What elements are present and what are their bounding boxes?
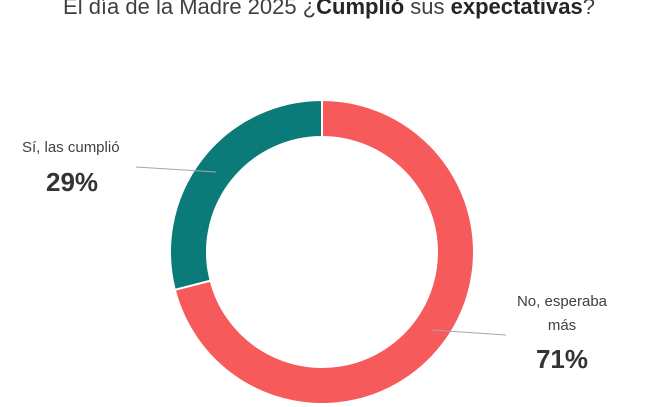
leader-line-no [431,329,507,336]
slice-percent-no: 71% [536,344,588,374]
leader-line-si [135,166,217,173]
chart-title: El día de la Madre 2025 ¿Cumplió sus exp… [63,0,595,19]
slice-si-las-cumplio [169,98,323,292]
slice-label-no-line1: No, esperaba [517,293,608,310]
slice-label-no-line2: más [548,317,576,334]
slice-percent-si: 29% [46,167,98,197]
slice-label-si: Sí, las cumplió [22,139,120,156]
slice-no-esperaba-mas [173,98,475,405]
